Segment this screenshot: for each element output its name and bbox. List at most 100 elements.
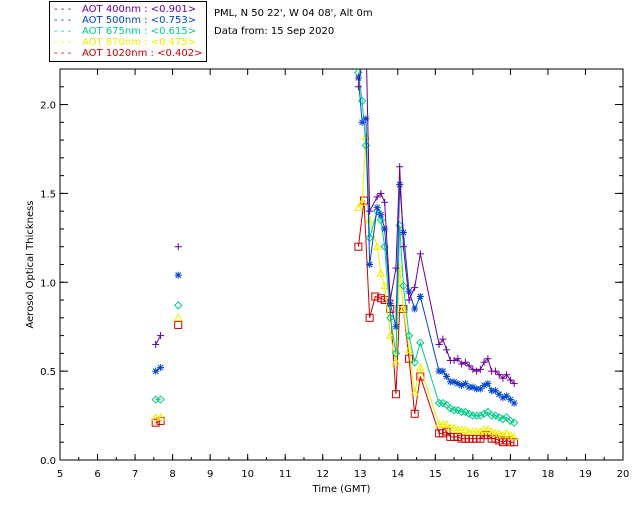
y-tick-label: 0.5: [40, 367, 56, 378]
data-point: [506, 430, 515, 439]
series-line: [357, 136, 515, 438]
data-point: [446, 404, 455, 413]
x-tick-label: 11: [279, 469, 292, 480]
legend-entry-870nm: - - - AOT 870nm : <0.475>: [50, 37, 206, 49]
data-point: [464, 409, 474, 418]
data-point: [439, 335, 447, 343]
data-point: [399, 229, 407, 237]
data-point: [174, 320, 183, 329]
data-point: [458, 360, 466, 368]
data-point: [416, 338, 425, 347]
x-tick-label: 16: [466, 469, 479, 480]
data-point: [499, 374, 507, 382]
data-point: [487, 427, 496, 435]
data-point: [415, 363, 425, 371]
data-point: [416, 292, 424, 300]
data-point: [449, 423, 459, 432]
data-point: [380, 281, 390, 290]
data-point: [494, 413, 504, 422]
series-line: [357, 69, 515, 384]
data-point: [376, 215, 386, 225]
legend-entry-675nm: - - - AOT 675nm : <0.615>: [50, 26, 206, 38]
x-tick-label: 14: [391, 469, 404, 480]
data-point: [491, 411, 500, 420]
data-point: [439, 367, 447, 375]
data-point: [365, 215, 374, 224]
data-point: [479, 409, 489, 418]
x-tick-label: 19: [579, 469, 592, 480]
data-point: [476, 365, 484, 373]
x-axis-label: Time (GMT): [312, 484, 371, 495]
x-tick-label: 17: [504, 469, 517, 480]
data-point: [156, 395, 165, 404]
data-point: [357, 197, 367, 206]
data-point: [510, 399, 518, 407]
data-point: [391, 390, 400, 399]
data-point: [454, 355, 462, 363]
data-point: [391, 357, 401, 366]
data-point: [411, 305, 419, 313]
legend-swatch: - - -: [54, 15, 72, 26]
data-point: [152, 340, 160, 348]
data-point: [494, 428, 504, 437]
data-point: [174, 243, 182, 251]
data-point: [411, 284, 419, 292]
data-point: [386, 296, 394, 304]
data-point: [410, 358, 419, 367]
data-point: [404, 331, 414, 340]
data-point: [404, 345, 414, 354]
data-point: [174, 271, 182, 279]
data-point: [435, 340, 443, 348]
data-point: [376, 268, 386, 277]
y-tick-label: 1.5: [40, 189, 56, 200]
x-tick-label: 7: [132, 469, 138, 480]
data-point: [503, 371, 511, 379]
data-point: [396, 163, 404, 171]
data-point: [491, 367, 499, 375]
data-point: [156, 412, 165, 421]
data-point: [366, 207, 374, 215]
data-point: [157, 332, 165, 340]
legend-label: AOT 1020nm : <0.402>: [82, 48, 203, 59]
data-point: [405, 354, 414, 363]
data-point: [465, 362, 473, 370]
data-point: [506, 416, 515, 426]
data-point: [484, 355, 492, 363]
data-point: [372, 242, 382, 251]
data-point: [381, 198, 389, 206]
data-point: [442, 419, 451, 428]
data-point: [366, 261, 374, 268]
legend-entry-500nm: - - - AOT 500nm : <0.753>: [50, 15, 206, 27]
data-point: [373, 193, 381, 201]
data-point: [381, 225, 389, 233]
data-point: [362, 115, 370, 123]
data-point: [468, 411, 478, 420]
data-point: [472, 411, 481, 420]
data-point: [157, 364, 165, 372]
data-point: [371, 292, 380, 301]
data-point: [399, 304, 408, 313]
data-point: [405, 296, 413, 304]
data-point: [434, 398, 444, 408]
data-point: [453, 406, 463, 415]
data-point: [457, 407, 466, 417]
legend-swatch: - - -: [54, 26, 72, 37]
data-point: [377, 211, 385, 219]
x-tick-label: 18: [542, 469, 555, 480]
x-tick-label: 6: [94, 469, 100, 480]
data-point: [354, 242, 363, 251]
x-tick-label: 9: [207, 469, 213, 480]
data-point: [377, 189, 385, 197]
data-point: [399, 281, 408, 291]
data-point: [396, 181, 404, 189]
y-tick-label: 0.0: [40, 456, 56, 467]
legend-swatch: - - -: [54, 4, 72, 15]
x-tick-label: 10: [241, 469, 254, 480]
data-point: [450, 356, 458, 364]
data-point: [461, 425, 470, 434]
data-point: [410, 409, 419, 418]
series-line: [357, 200, 515, 443]
data-point: [173, 313, 183, 322]
x-tick-label: 15: [429, 469, 442, 480]
